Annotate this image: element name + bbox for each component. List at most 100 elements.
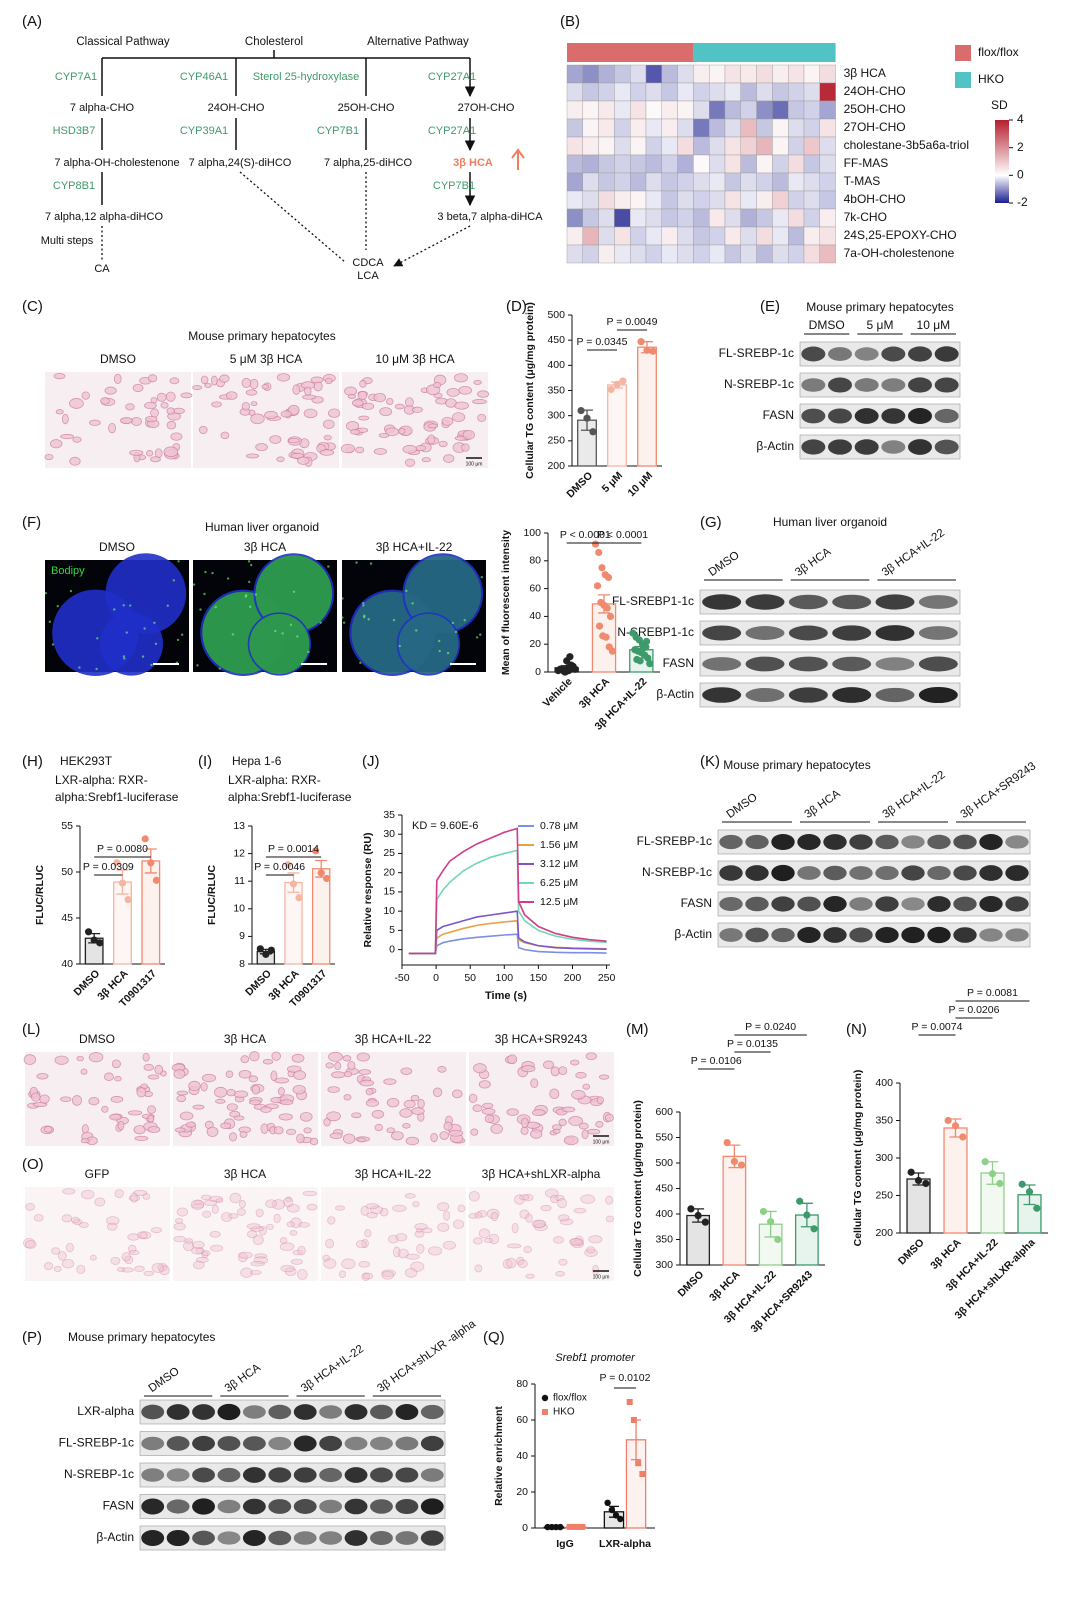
band [319,1467,343,1483]
band [918,656,958,672]
cell [461,443,470,452]
band [293,1404,317,1420]
scale-label: 100 μm [466,461,483,467]
cell [195,1247,204,1255]
cell [154,1064,164,1075]
cell [437,1222,450,1232]
cell [598,1074,610,1080]
data-point [147,859,155,867]
cell [397,1248,409,1259]
heat-cell [566,82,584,102]
data-point [141,835,149,843]
band [166,1468,190,1482]
cell [166,407,176,415]
lipid-droplet [359,661,362,664]
cell [502,1259,513,1269]
y-tick-label: 15 [383,886,395,898]
cell [533,1223,548,1232]
heat-cell [724,100,742,120]
band [395,1403,419,1421]
data-point [907,1168,915,1176]
lipid-droplet [341,597,344,600]
micrograph-label: 3β HCA [244,540,286,554]
cell [411,1107,425,1115]
band [395,1498,419,1515]
cell [468,1213,479,1219]
band [953,834,977,850]
cell [331,1071,346,1079]
cell [236,1208,247,1216]
cell [121,1267,134,1273]
cell [129,449,144,456]
cell [412,1200,420,1208]
cell [241,377,252,389]
panel-label: (C) [22,298,43,315]
heat-cell [724,226,742,246]
cell [36,1072,49,1080]
data-point [612,1512,620,1519]
cell [404,1267,418,1278]
cell [273,1126,284,1135]
band [875,625,915,641]
y-tick-label: 300 [875,1152,893,1164]
cell [173,1222,186,1231]
cell [110,1256,121,1265]
lipid-droplet [411,602,414,605]
cell [211,401,222,408]
heat-cell [740,244,757,264]
cell [347,1060,356,1071]
band [849,866,873,880]
band [217,1436,241,1451]
blot-row-label: β-Actin [96,1530,134,1544]
cell [209,1231,221,1238]
p-value: P = 0.0102 [600,1372,651,1384]
lipid-droplet [479,633,482,636]
cell [422,1227,433,1234]
heat-cell [598,190,615,210]
lipid-droplet [196,664,199,667]
lipid-droplet [342,621,346,624]
heat-cell [598,136,615,156]
cell [286,1221,295,1228]
blot-strip [799,372,961,398]
data-point [571,665,579,673]
cell [278,1113,293,1121]
cell [53,373,66,380]
data-point [577,407,585,415]
cell [338,1270,347,1278]
cell [134,1265,145,1273]
cell [517,1259,528,1269]
cell [156,392,167,402]
band [1005,835,1029,849]
row-label: T-MAS [844,174,881,188]
band [719,896,743,912]
lipid-droplet [341,616,344,619]
y-axis-label: Cellular TG content (μg/mg protein) [632,1100,644,1277]
cell [561,1106,576,1113]
cell [159,1265,170,1276]
heat-cell [566,136,584,156]
cell [484,1114,495,1123]
y-tick-label: 200 [875,1227,893,1239]
heat-cell [661,118,678,138]
cell [519,1209,530,1219]
band [293,1499,317,1514]
panel-label: (A) [22,13,42,30]
band [875,834,899,850]
band [823,896,847,912]
cell [326,1111,341,1122]
band [953,896,977,912]
heat-cell [756,226,773,246]
heat-cell [661,136,678,156]
blot-strip [717,860,1031,886]
y-tick-label: 12 [233,847,245,859]
blot-row-label: FASN [763,408,794,422]
colorbar-tick-label: 4 [1017,112,1024,126]
cell [54,1055,69,1065]
cell [33,1214,44,1222]
cell [114,1076,122,1082]
cell [195,1256,209,1263]
cell [357,391,368,400]
data-point [642,637,651,646]
heat-cell [566,154,584,174]
